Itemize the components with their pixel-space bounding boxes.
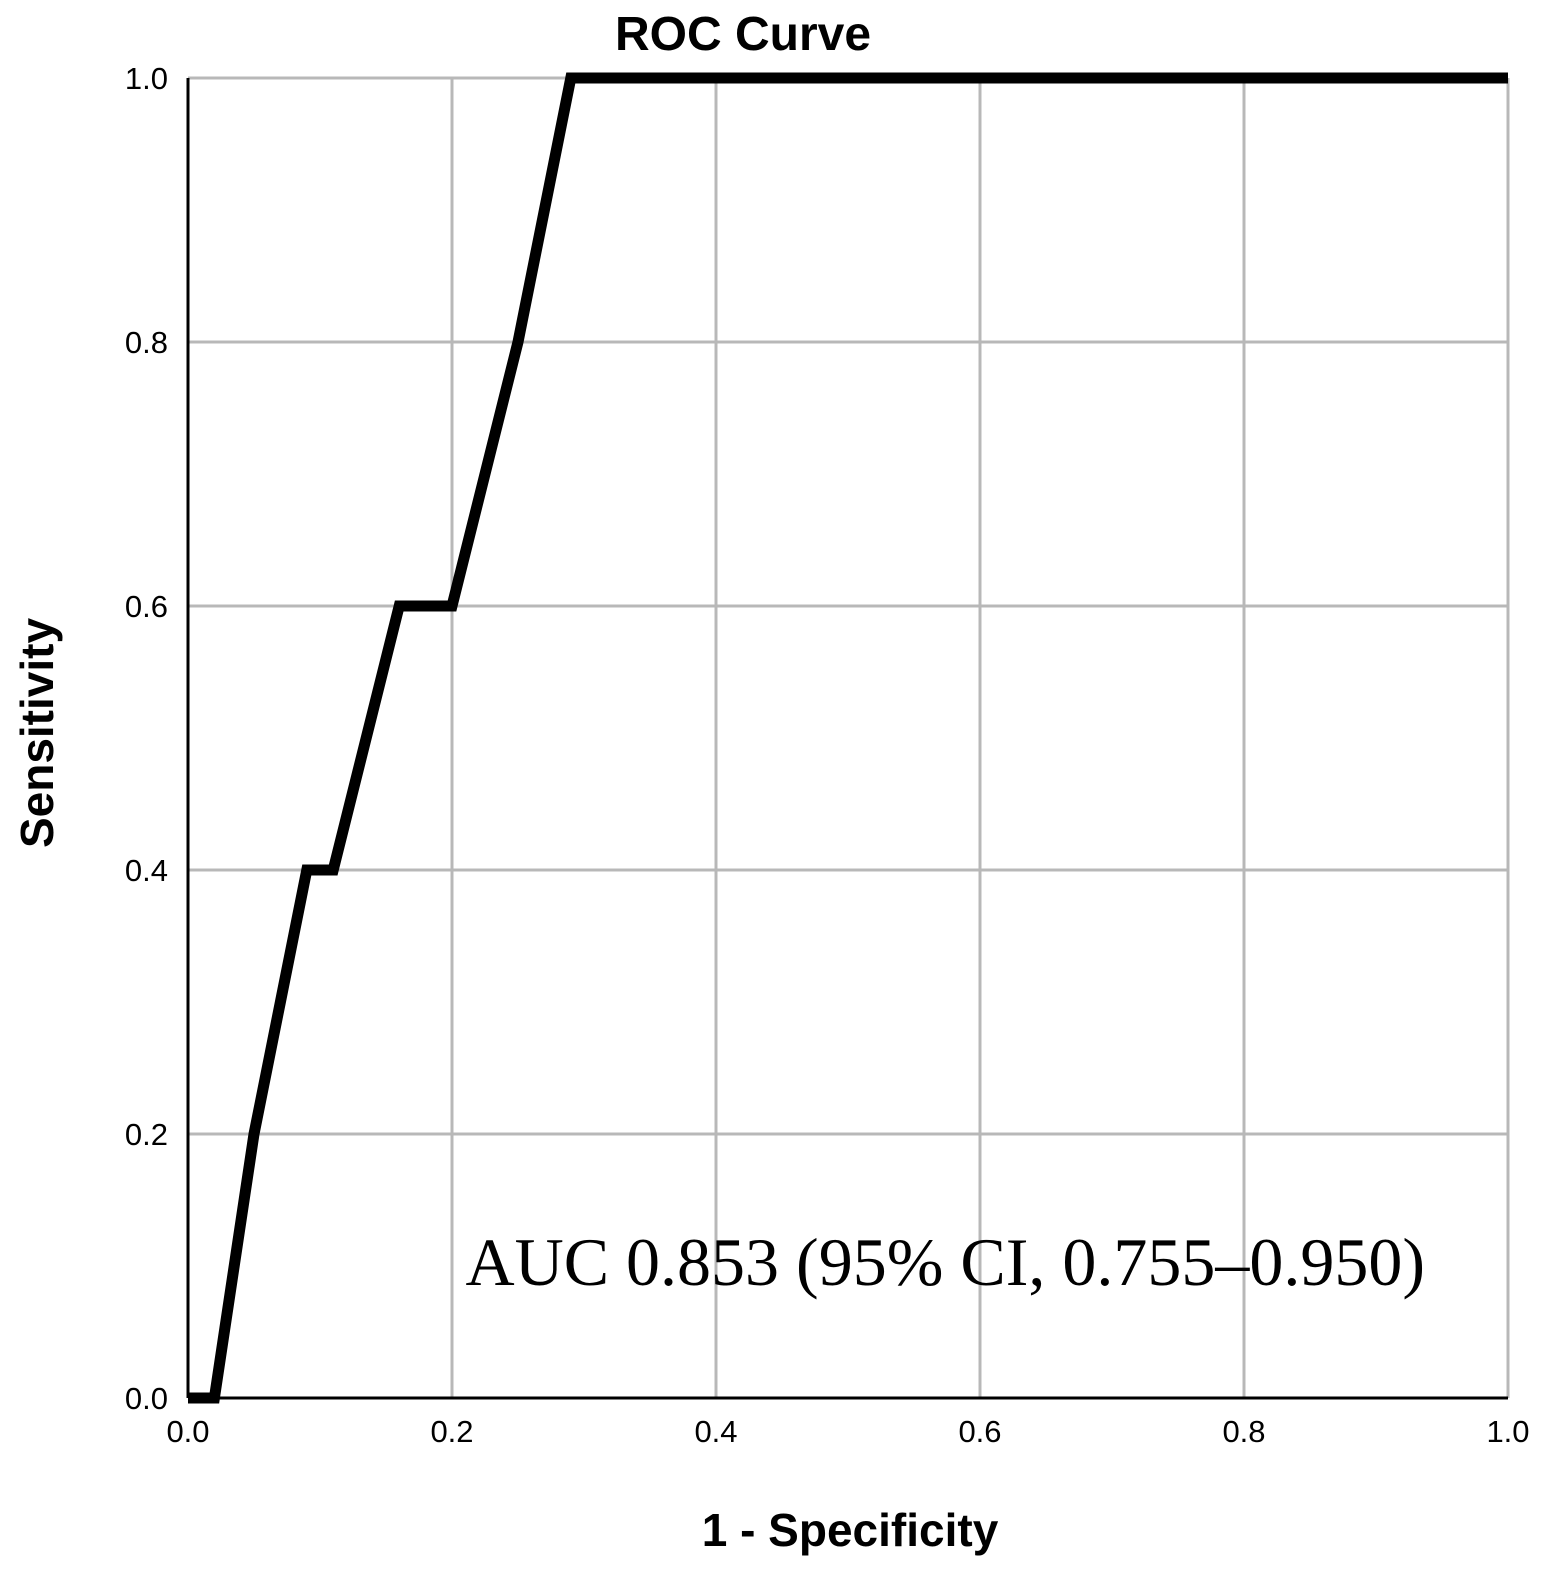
x-tick-label-4: 0.8 xyxy=(1222,1414,1265,1449)
x-tick-label-5: 1.0 xyxy=(1486,1414,1529,1449)
x-tick-label-1: 0.2 xyxy=(430,1414,473,1449)
series xyxy=(188,72,1508,1404)
chart-title: ROC Curve xyxy=(615,8,871,61)
y-axis-label: Sensitivity xyxy=(11,618,63,849)
x-tick-label-0: 0.0 xyxy=(166,1414,209,1449)
y-tick-label-4: 0.8 xyxy=(125,325,168,360)
x-tick-labels: 0.0 0.2 0.4 0.6 0.8 1.0 xyxy=(166,1414,1529,1449)
y-tick-labels: 0.0 0.2 0.4 0.6 0.8 1.0 xyxy=(125,61,168,1416)
y-tick-label-3: 0.6 xyxy=(125,589,168,624)
y-tick-label-2: 0.4 xyxy=(125,853,168,888)
x-tick-label-3: 0.6 xyxy=(958,1414,1001,1449)
roc-curve-line xyxy=(188,72,1508,1404)
x-axis-label: 1 - Specificity xyxy=(702,1504,999,1556)
y-tick-label-1: 0.2 xyxy=(125,1117,168,1152)
y-tick-label-0: 0.0 xyxy=(125,1381,168,1416)
axes xyxy=(186,78,1508,1400)
y-tick-label-5: 1.0 xyxy=(125,61,168,96)
x-tick-label-2: 0.4 xyxy=(694,1414,737,1449)
auc-annotation: AUC 0.853 (95% CI, 0.755–0.950) xyxy=(465,1224,1425,1300)
